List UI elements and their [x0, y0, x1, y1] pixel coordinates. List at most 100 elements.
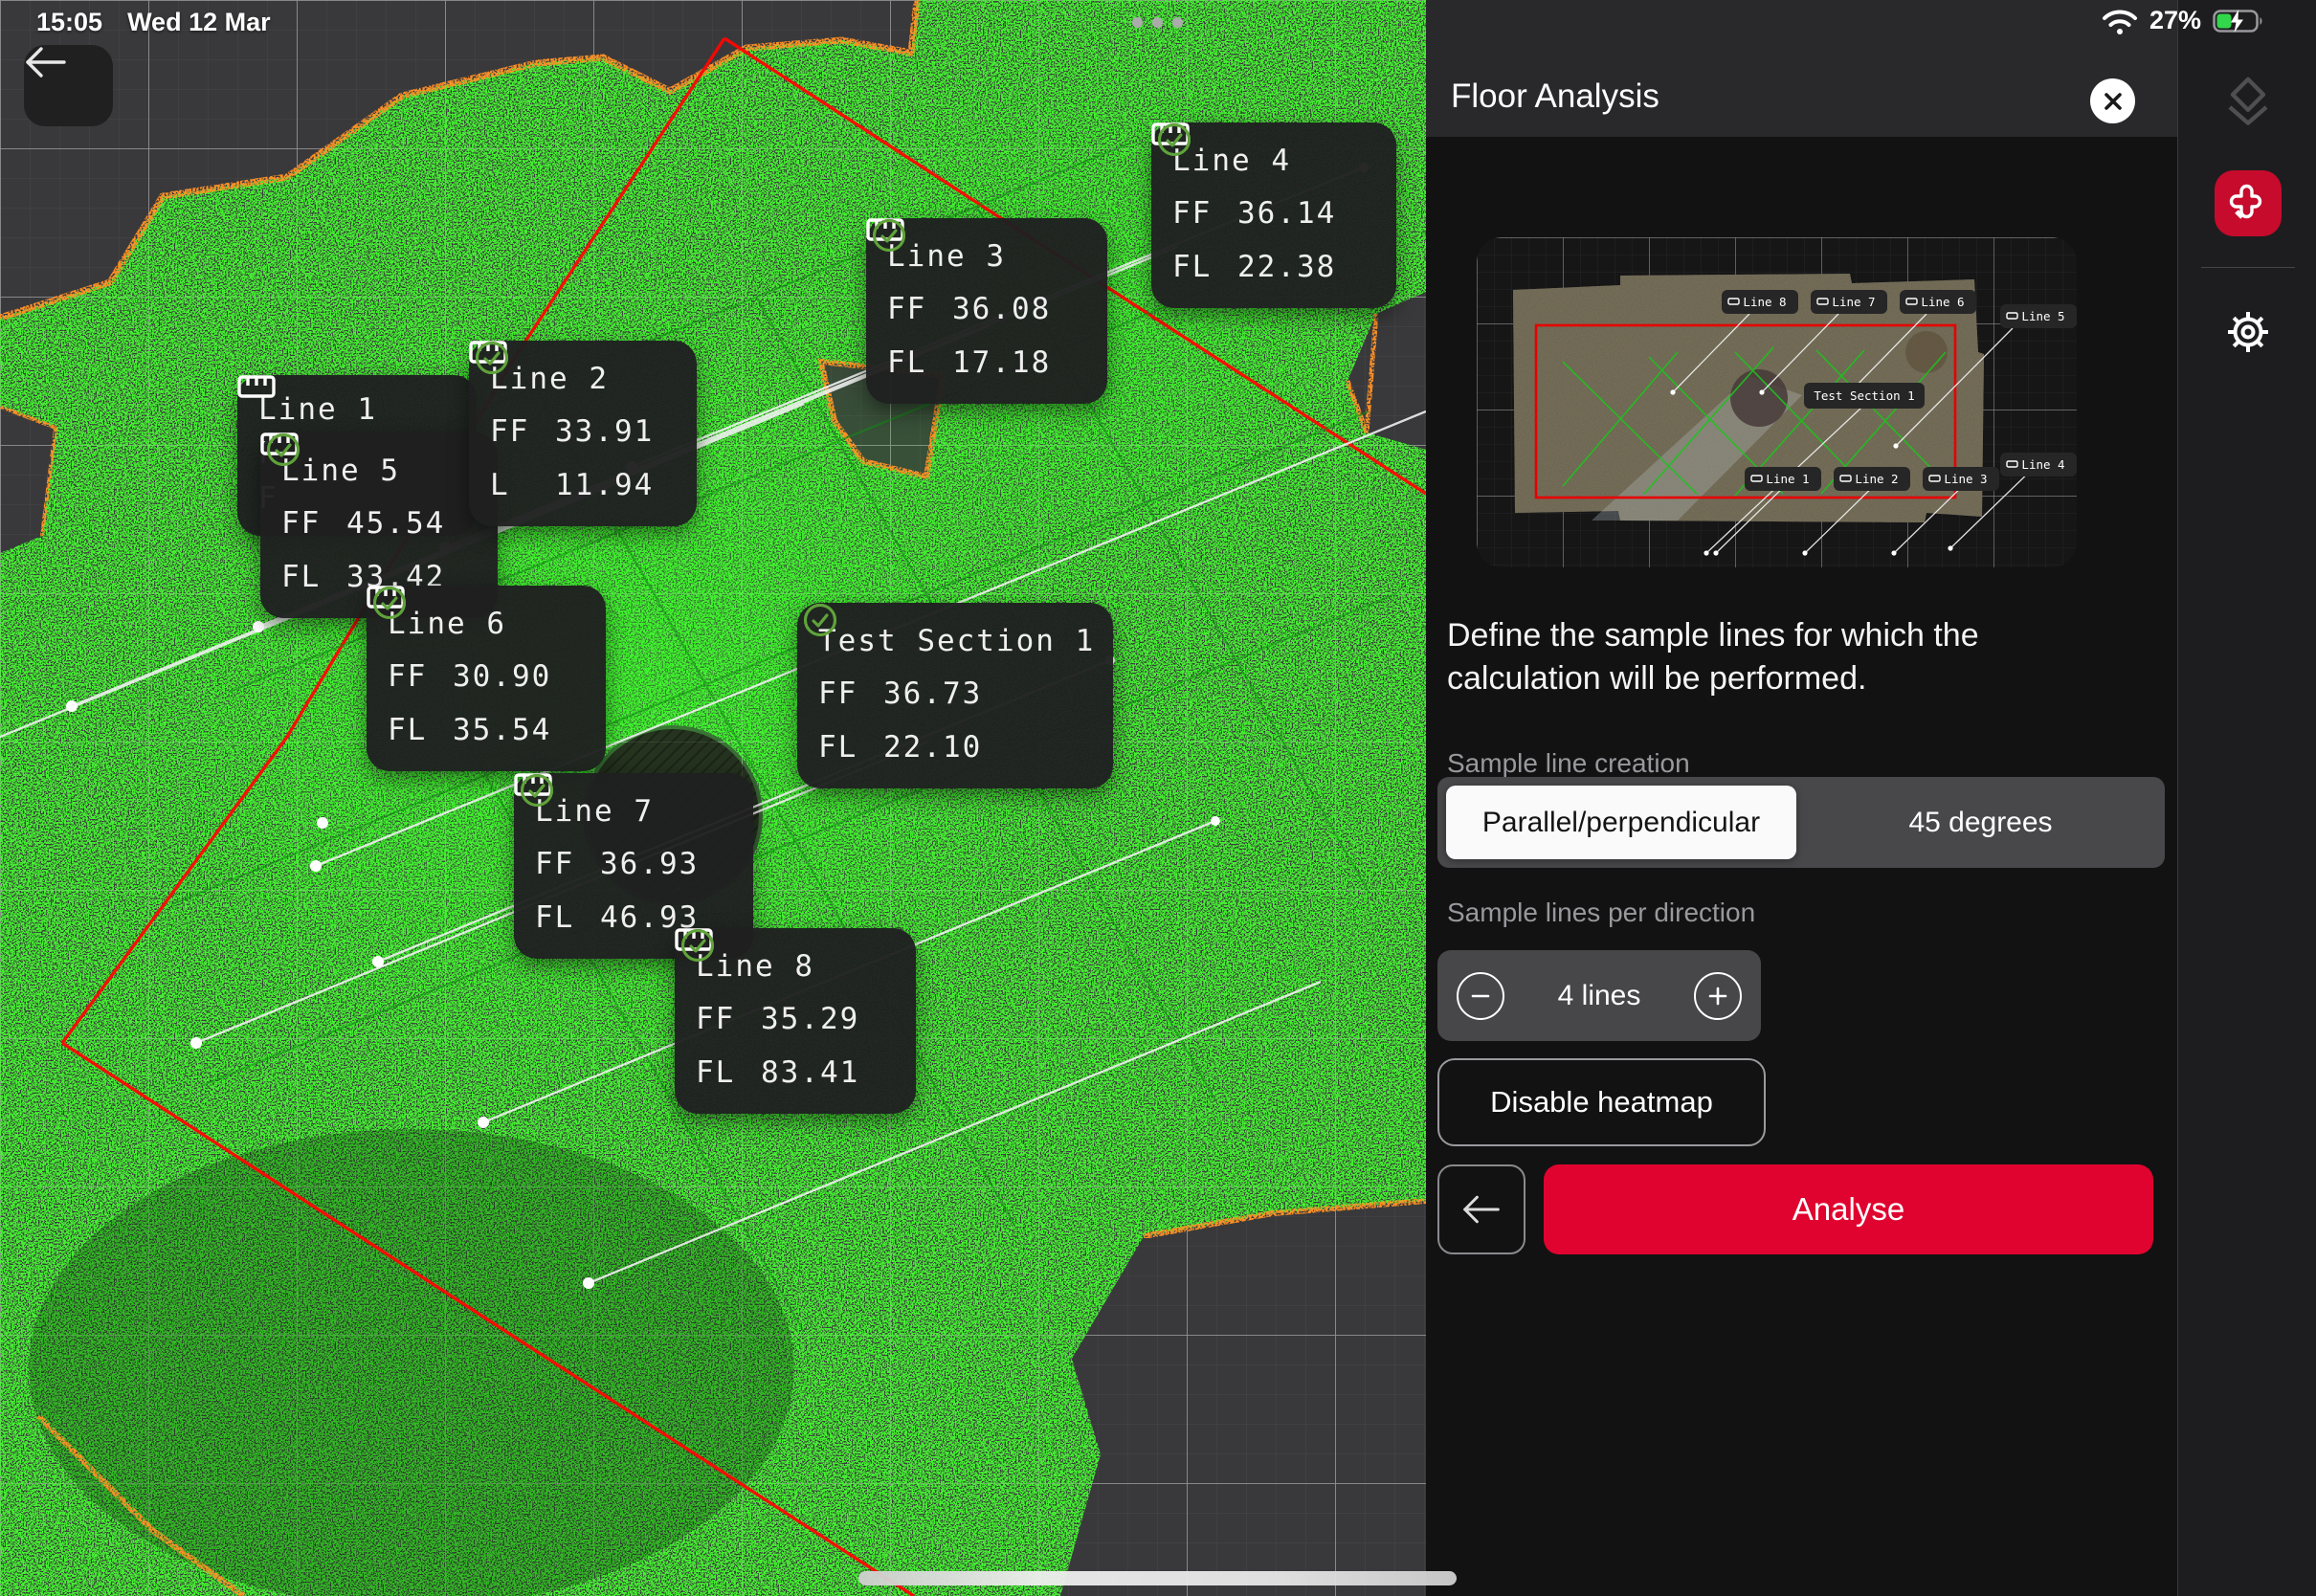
svg-text:Line 5: Line 5 — [2021, 309, 2064, 323]
fl-row: L 11.94 — [476, 342, 676, 509]
measurement-label-line-3[interactable]: Line 3 FF 36.08 FL 17.18 — [866, 218, 1107, 404]
ff-row: FF 30.90 — [373, 587, 585, 700]
ff-row: FF 33.91 — [476, 342, 676, 455]
thumb-section-rect — [1534, 323, 1957, 499]
date: Wed 12 Mar — [127, 8, 271, 36]
svg-text:Line 7: Line 7 — [1832, 295, 1875, 309]
check-icon — [521, 774, 553, 807]
fl-row: FL 46.93 — [521, 774, 732, 942]
check-icon — [373, 587, 406, 619]
check-icon — [267, 433, 300, 466]
layers-icon — [2228, 77, 2267, 125]
measurement-label-line-6[interactable]: Line 6 FF 30.90 FL 35.54 — [367, 586, 606, 771]
ff-row: FF 36.73 — [804, 604, 1092, 718]
segment-45-degrees[interactable]: 45 degrees — [1908, 806, 2053, 838]
chip-title: Line 7 — [514, 773, 732, 834]
svg-text:Line 6: Line 6 — [1921, 295, 1964, 309]
ff-row: FF 35.29 — [681, 929, 895, 1043]
label-name: Line 4 — [1172, 144, 1291, 178]
panel-description: Define the sample lines for which the ca… — [1447, 617, 1979, 698]
home-indicator[interactable] — [858, 1571, 1457, 1585]
statusbar-left: 15:05 Wed 12 Mar — [36, 8, 271, 37]
chip-title: Line 8 — [675, 928, 895, 989]
statusbar-right: 27% — [2102, 6, 2266, 35]
chip-title: Line 3 — [866, 218, 1086, 279]
check-icon — [1158, 123, 1191, 156]
fl-row: FL 35.54 — [373, 587, 585, 754]
minus-button[interactable] — [1457, 971, 1504, 1020]
measurement-label-line-8[interactable]: Line 8 FF 35.29 FL 83.41 — [675, 928, 916, 1114]
svg-text:Line 1: Line 1 — [1766, 472, 1809, 486]
battery-percent: 27% — [2149, 6, 2201, 34]
chip-title: Line 1 — [237, 375, 456, 429]
ruler-icon — [237, 375, 276, 398]
label-name: Line 2 — [490, 362, 609, 396]
chip-title: Line 6 — [367, 586, 585, 647]
svg-text:Line 2: Line 2 — [1855, 472, 1898, 486]
measurement-label-line-4[interactable]: Line 4 FF 36.14 FL 22.38 — [1151, 122, 1396, 308]
lines-per-direction-stepper: 4 lines — [1437, 950, 1761, 1041]
fl-row: FL 83.41 — [681, 929, 895, 1097]
thumb-labels: Line 8 Line 7 Line 6 Line 5 Test Section… — [1722, 290, 2077, 491]
svg-text:Test Section 1: Test Section 1 — [1814, 388, 1914, 403]
close-button[interactable] — [2090, 78, 2135, 123]
sample-line-creation-segmented-control: Parallel/perpendicular 45 degrees — [1437, 777, 2165, 868]
ff-row: FF 36.08 — [873, 219, 1086, 333]
sample-line-creation-label: Sample line creation — [1447, 748, 1690, 778]
svg-text:Line 3: Line 3 — [1944, 472, 1987, 486]
analyse-button[interactable]: Analyse — [1544, 1164, 2153, 1254]
fl-row: FL 22.10 — [804, 604, 1092, 771]
fl-row: FL 17.18 — [873, 219, 1086, 387]
clock: 15:05 — [36, 8, 103, 36]
segment-parallel-perpendicular[interactable]: Parallel/perpendicular — [1446, 786, 1796, 859]
panel-title: Floor Analysis — [1451, 78, 1659, 115]
label-name: Line 6 — [388, 607, 506, 641]
settings-button[interactable] — [2220, 304, 2276, 360]
floor-analysis-panel: Floor Analysis — [1426, 0, 2177, 1596]
measurement-label-test-section-1[interactable]: Test Section 1 FF 36.73 FL 22.10 — [797, 603, 1113, 788]
floor-analysis-tool-icon — [2229, 184, 2261, 219]
thumbnail-scene: Line 8 Line 7 Line 6 Line 5 Test Section… — [1477, 237, 2077, 567]
layers-tool-button[interactable] — [2218, 72, 2278, 131]
multitasking-dots-icon[interactable] — [1132, 17, 1183, 28]
measurement-label-line-7[interactable]: Line 7 FF 36.93 FL 46.93 — [514, 773, 753, 959]
floorplan-thumbnail[interactable]: Line 8 Line 7 Line 6 Line 5 Test Section… — [1477, 237, 2077, 567]
battery-icon — [2213, 9, 2262, 33]
floor-analysis-tool-button[interactable] — [2214, 170, 2282, 236]
minus-icon — [1471, 994, 1490, 997]
chip-title: Test Section 1 — [818, 618, 1093, 664]
chip-title: Line 5 — [260, 432, 477, 494]
chip-title: Line 2 — [469, 341, 676, 402]
back-button[interactable] — [24, 45, 113, 126]
sample-lines-per-direction-label: Sample lines per direction — [1447, 898, 1756, 927]
check-icon — [476, 342, 508, 374]
ff-row: FF 45.54 — [267, 433, 477, 547]
disable-heatmap-button[interactable]: Disable heatmap — [1437, 1058, 1766, 1146]
measurement-label-line-2[interactable]: Line 2 FF 33.91 L 11.94 — [469, 341, 697, 526]
ff-row: FF 36.14 — [1158, 123, 1375, 237]
label-name: Line 1 — [258, 391, 377, 427]
panel-back-button[interactable] — [1437, 1164, 1525, 1254]
label-name: Line 8 — [696, 949, 814, 984]
label-name: Line 5 — [281, 454, 400, 488]
sidebar-divider — [2201, 267, 2295, 268]
svg-text:Line 4: Line 4 — [2021, 457, 2064, 472]
fl-row: FL 22.38 — [1158, 123, 1375, 291]
gear-icon — [2227, 312, 2268, 352]
close-icon — [2104, 92, 2122, 110]
back-arrow-icon — [1463, 1195, 1500, 1224]
svg-text:Line 8: Line 8 — [1743, 295, 1786, 309]
tool-sidebar — [2177, 0, 2316, 1596]
label-name: Line 3 — [887, 239, 1006, 274]
stepper-value: 4 lines — [1557, 979, 1641, 1011]
ff-row: FF 36.93 — [521, 774, 732, 888]
back-arrow-icon — [26, 47, 66, 78]
thumb-dots — [1670, 389, 1953, 556]
plus-button[interactable] — [1694, 971, 1742, 1020]
chip-title: Line 4 — [1151, 122, 1375, 184]
wifi-icon — [2102, 10, 2137, 34]
panel-header: Floor Analysis — [1426, 0, 2177, 137]
check-icon — [681, 929, 714, 962]
label-name: Line 7 — [535, 794, 654, 829]
